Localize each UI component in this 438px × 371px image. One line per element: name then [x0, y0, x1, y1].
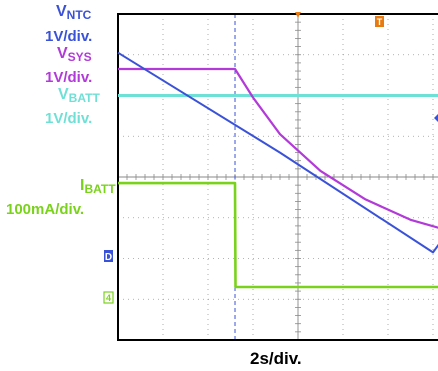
marker-d-box	[104, 250, 113, 262]
trigger-position-icon	[295, 12, 301, 18]
plot-frame	[117, 13, 438, 341]
marker-t-label: T	[377, 17, 383, 27]
i-batt-scale: 100mA/div.	[6, 201, 85, 218]
trace-i-batt	[118, 181, 438, 289]
v-ntc-scale: 1V/div.	[45, 28, 93, 45]
marker-t-box	[375, 16, 384, 27]
grid	[117, 13, 438, 341]
x-axis-label: 2s/div.	[250, 349, 302, 368]
marker-4-label: 4	[106, 293, 111, 303]
v-sys-label: VSYS	[57, 45, 92, 64]
offscreen-marker-icon	[434, 114, 438, 122]
traces	[117, 51, 438, 289]
trace-v-ntc	[117, 51, 438, 254]
markers: D 4 T	[103, 12, 438, 304]
marker-4-box	[103, 291, 114, 304]
v-ntc-label: VNTC	[56, 3, 92, 22]
marker-d-label: D	[105, 252, 112, 263]
v-sys-scale: 1V/div.	[45, 69, 93, 86]
trace-v-sys	[118, 67, 438, 229]
v-batt-scale: 1V/div.	[45, 110, 93, 127]
v-batt-label: VBATT	[58, 86, 100, 105]
i-batt-label: IBATT	[80, 177, 116, 196]
